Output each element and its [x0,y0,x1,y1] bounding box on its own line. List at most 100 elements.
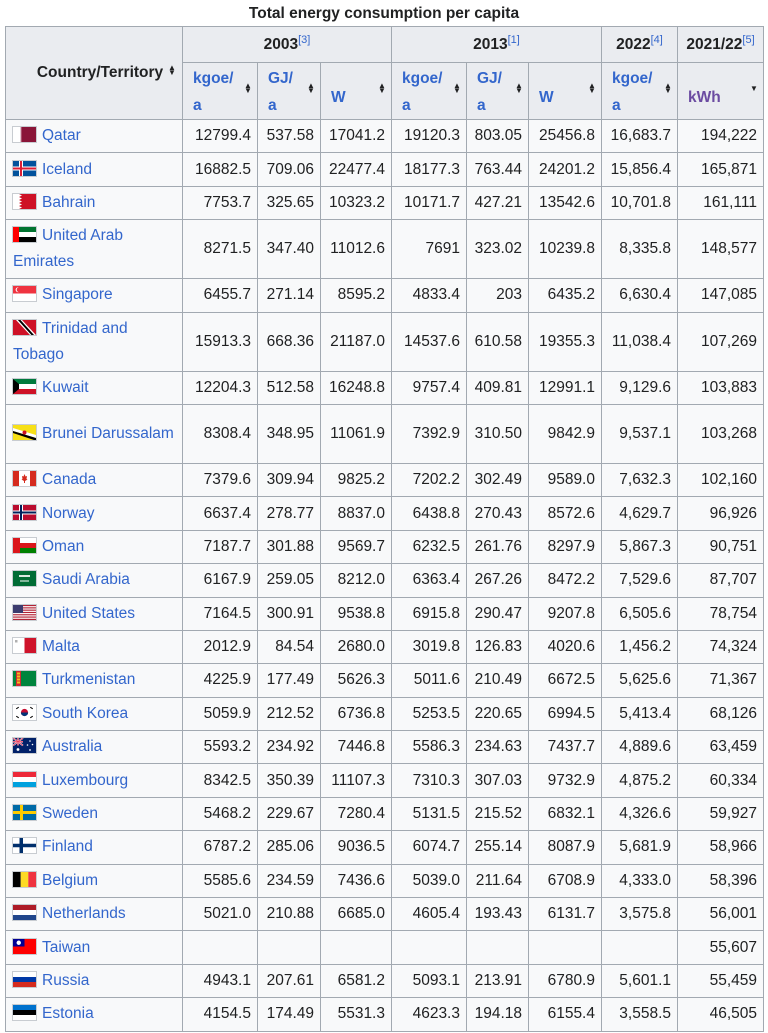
country-link[interactable]: United States [42,604,136,622]
unit-column-header[interactable]: GJ/a ▲ ▼ [466,62,529,120]
value-cell: 259.05 [257,563,321,598]
unit-label[interactable]: kgoe/a [402,69,443,114]
value-cell: 60,334 [677,763,764,798]
value-cell: 3,575.8 [601,897,678,932]
value-cell: 78,754 [677,596,764,631]
value-cell: 10,701.8 [601,185,678,221]
value-cell: 6435.2 [528,278,602,313]
kuwait-flag-icon [13,378,36,394]
table-row: Russia 4943.1 207.61 6581.2 5093.1 213.91 6780… [5,963,764,999]
unit-label[interactable]: W [539,89,554,106]
unit-column-header[interactable]: GJ/a ▲ ▼ [257,62,321,120]
value-cell: 4,326.6 [601,796,678,832]
value-cell: 6167.9 [182,563,258,598]
value-cell: 6438.8 [391,496,467,531]
year-2022-header: 2022[4] [601,26,678,63]
country-link[interactable]: Australia [42,738,103,756]
country-link[interactable]: Estonia [42,1005,94,1023]
country-link[interactable]: Luxembourg [42,771,129,789]
value-cell: 11,038.4 [601,311,678,372]
country-link[interactable]: Belgium [42,871,98,889]
value-cell: 9757.4 [391,370,467,405]
value-cell: 537.58 [257,118,321,154]
country-link[interactable]: Turkmenistan [42,671,136,689]
table-row: Kuwait 12204.3 512.58 16248.8 9757.4 409.81 12… [5,370,764,405]
country-link[interactable]: Bahrain [42,193,96,211]
unit-column-header[interactable]: kWh ▼ [677,62,764,120]
value-cell: 347.40 [257,219,321,280]
country-link[interactable]: Iceland [42,160,92,178]
country-link[interactable]: Malta [42,638,80,656]
country-link[interactable]: United Arab Emirates [13,227,123,271]
table-row: Qatar 12799.4 537.58 17041.2 19120.3 803.05 25… [5,118,764,154]
reference-link[interactable]: [4] [650,33,663,46]
unit-label[interactable]: W [331,89,346,106]
value-cell: 2680.0 [320,629,392,665]
country-link[interactable]: Qatar [42,127,81,145]
unit-column-header[interactable]: kgoe/a ▲ ▼ [182,62,258,120]
value-cell: 161,111 [677,185,764,221]
table-caption: Total energy consumption per capita [248,5,520,22]
value-cell: 9732.9 [528,763,602,798]
value-cell: 5531.3 [320,997,392,1032]
russia-flag-icon [13,972,36,987]
value-cell: 7436.6 [320,863,392,899]
value-cell: 212.52 [257,696,321,732]
unit-column-header[interactable]: kgoe/a ▲ ▼ [601,62,678,120]
unit-label[interactable]: GJ/a [268,69,293,114]
value-cell: 174.49 [257,997,321,1032]
value-cell: 11107.3 [320,763,392,798]
table-row: Belgium 5585.6 234.59 7436.6 5039.0 211.64 670… [5,863,764,899]
country-link[interactable]: Brunei Darussalam [42,424,174,442]
value-cell: 5593.2 [182,730,258,765]
value-cell: 6780.9 [528,963,602,999]
country-link[interactable]: Norway [42,504,95,522]
sort-icon: ▲ ▼ [515,81,523,95]
country-link[interactable]: Kuwait [42,378,89,396]
reference-link[interactable]: [1] [507,33,520,46]
sort-icon: ▲ ▼ [453,81,461,95]
table-row: Trinidad and Tobago 15913.3 668.36 21187.0 1… [5,311,764,372]
country-link[interactable]: Finland [42,838,93,856]
value-cell: 6155.4 [528,997,602,1032]
value-cell: 16,683.7 [601,118,678,154]
country-link[interactable]: Oman [42,537,85,555]
unit-label[interactable]: kgoe/a [193,69,234,114]
unit-label[interactable]: kgoe/a [612,69,653,114]
value-cell: 4943.1 [182,963,258,999]
value-cell: 267.26 [466,563,529,598]
value-cell: 6787.2 [182,830,258,865]
country-link[interactable]: Netherlands [42,905,126,923]
country-link[interactable]: Russia [42,972,90,989]
reference-link[interactable]: [3] [298,33,311,46]
country-cell: Kuwait [5,370,183,405]
value-cell: 302.49 [466,462,529,498]
country-column-header[interactable]: Country/Territory ▲ ▼ [5,26,183,120]
country-link[interactable]: Singapore [42,286,113,304]
country-link[interactable]: Sweden [42,805,99,823]
unit-label[interactable]: kWh [688,89,721,106]
value-cell: 6915.8 [391,596,467,631]
country-link[interactable]: Taiwan [42,938,91,956]
unit-column-header[interactable]: W ▲ ▼ [528,62,602,120]
value-cell: 102,160 [677,462,764,498]
value-cell: 14537.6 [391,311,467,372]
country-cell: Saudi Arabia [5,563,183,598]
country-link[interactable]: Saudi Arabia [42,571,130,589]
value-cell: 90,751 [677,529,764,565]
value-cell: 5059.9 [182,696,258,732]
country-cell: Trinidad and Tobago [5,311,183,372]
value-cell: 16882.5 [182,152,258,187]
unit-label[interactable]: GJ/a [477,69,502,114]
value-cell: 96,926 [677,496,764,531]
value-cell [182,930,258,965]
reference-link[interactable]: [5] [742,33,755,46]
unit-column-header[interactable]: W ▲ ▼ [320,62,392,120]
value-cell: 71,367 [677,663,764,698]
unit-column-header[interactable]: kgoe/a ▲ ▼ [391,62,467,120]
year-2003-header: 2003[3] [182,26,392,63]
country-link[interactable]: Canada [42,471,97,489]
country-link[interactable]: South Korea [42,704,129,722]
country-link[interactable]: Trinidad and Tobago [13,319,128,363]
year-2021-22-header: 2021/22[5] [677,26,764,63]
